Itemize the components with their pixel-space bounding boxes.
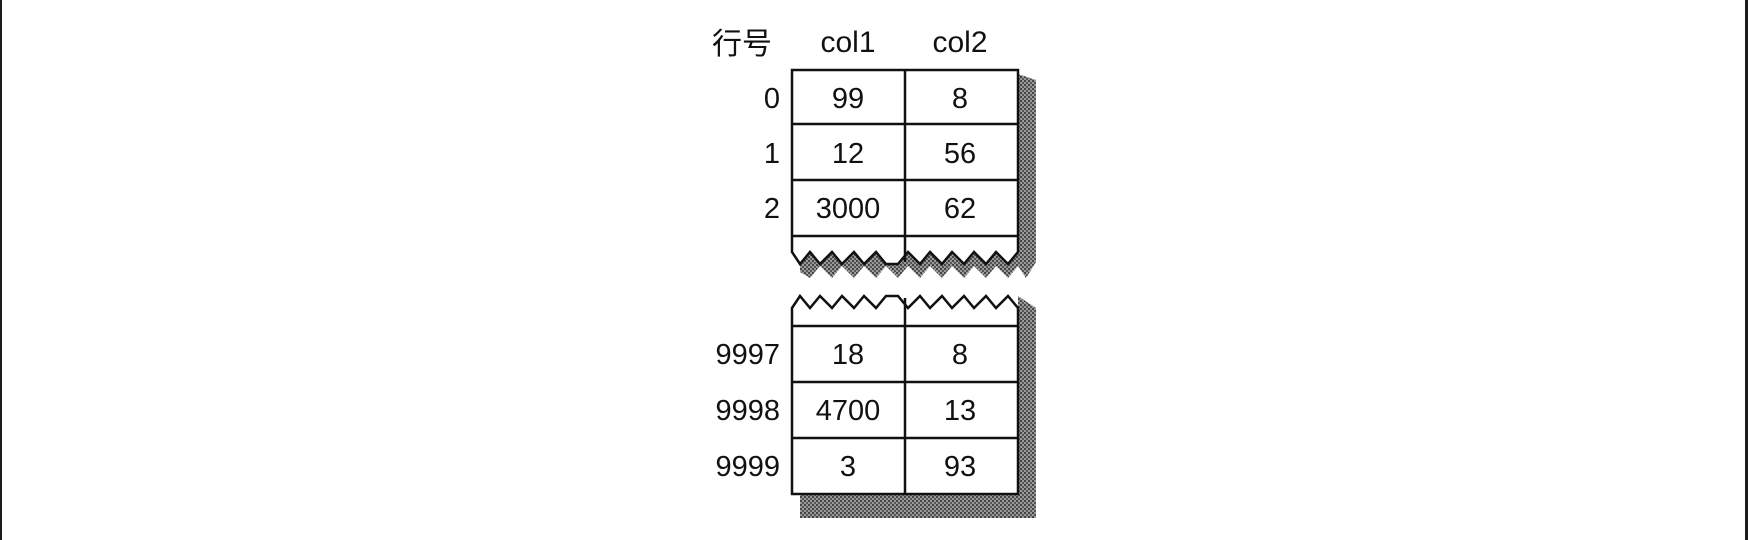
row-index-9997: 9997: [715, 339, 780, 371]
cell-2-col1: 3000: [816, 193, 881, 225]
bottom-block: [790, 293, 1020, 496]
cell-9998-col2: 13: [944, 395, 976, 427]
row-index-1: 1: [764, 138, 780, 170]
right-border: [1745, 0, 1748, 540]
row-number-header: 行号: [712, 28, 772, 61]
cell-1-col1: 12: [832, 138, 864, 170]
col2-header: col2: [932, 26, 987, 59]
cell-0-col1: 99: [832, 83, 864, 115]
cell-9998-col1: 4700: [816, 395, 881, 427]
top-block: [790, 68, 1020, 267]
cell-2-col2: 62: [944, 193, 976, 225]
cell-1-col2: 56: [944, 138, 976, 170]
row-index-9999: 9999: [715, 451, 780, 483]
row-index-9998: 9998: [715, 395, 780, 427]
cell-9999-col2: 93: [944, 451, 976, 483]
row-index-2: 2: [764, 193, 780, 225]
cell-9997-col1: 18: [832, 339, 864, 371]
cell-0-col2: 8: [952, 83, 968, 115]
left-border: [0, 0, 2, 540]
cell-9999-col1: 3: [840, 451, 856, 483]
bottom-block-shadow: [800, 296, 1036, 518]
row-index-0: 0: [764, 83, 780, 115]
cell-9997-col2: 8: [952, 339, 968, 371]
col1-header: col1: [820, 26, 875, 59]
